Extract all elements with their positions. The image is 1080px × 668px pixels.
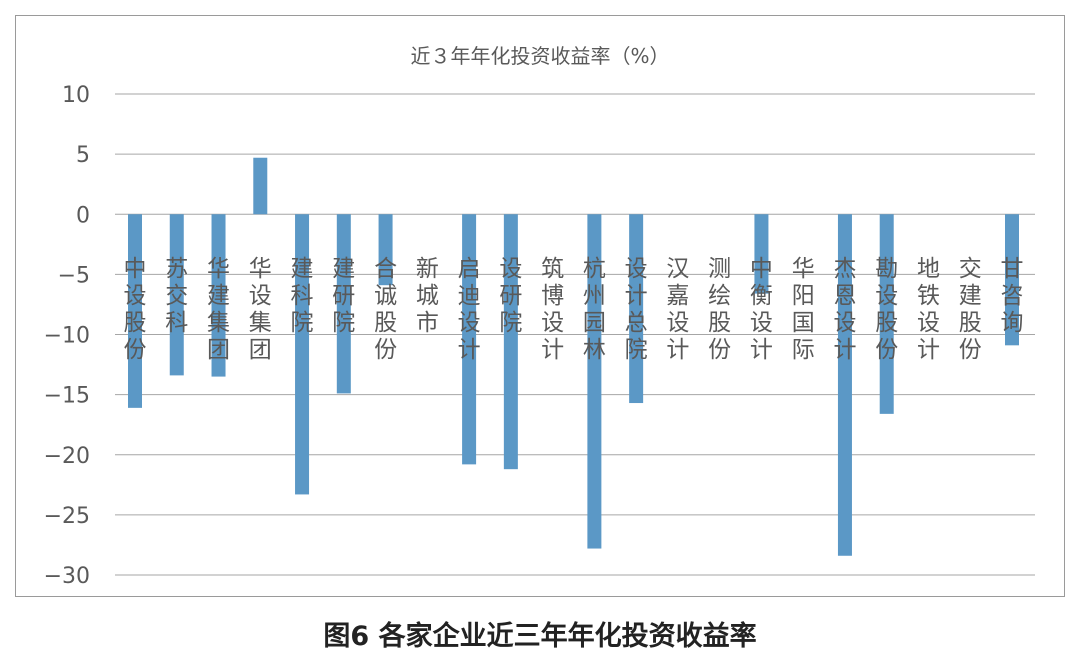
x-category-label: 杰恩设计 (833, 256, 856, 363)
bar (837, 214, 852, 556)
x-category-label: 汉嘉设计 (666, 256, 689, 363)
bar (336, 214, 351, 394)
y-tick-label: 10 (62, 83, 90, 108)
y-tick-label: −20 (44, 444, 90, 469)
x-category-label: 华阳国际 (792, 256, 815, 363)
x-category-label: 筑博设计 (541, 256, 564, 363)
y-tick-label: 5 (76, 143, 90, 168)
x-category-label: 中设股份 (124, 256, 147, 363)
x-category-label: 杭州园林 (583, 256, 606, 363)
x-category-label: 合诚股份 (374, 256, 397, 363)
bar (169, 214, 184, 376)
bar (128, 214, 142, 408)
bar (1005, 214, 1019, 346)
bar (587, 214, 602, 549)
y-tick-label: −5 (58, 263, 90, 288)
x-category-label: 测绘股份 (708, 256, 731, 363)
chart-frame (15, 15, 1065, 597)
bar (253, 157, 268, 215)
y-tick-label: −10 (44, 324, 90, 349)
x-category-label: 设研院 (499, 256, 522, 336)
x-category-label: 建科院 (291, 256, 314, 336)
x-category-label: 地铁设计 (917, 256, 940, 363)
y-tick-label: −25 (44, 504, 90, 529)
bar (629, 214, 644, 404)
x-category-label: 设计总院 (625, 256, 648, 363)
bar (295, 214, 310, 495)
bar (462, 214, 477, 465)
x-category-label: 中衡设计 (750, 256, 773, 363)
x-category-label: 新城市 (416, 256, 439, 336)
y-tick-label: −15 (44, 384, 90, 409)
x-category-label: 苏交科 (165, 256, 188, 336)
x-category-label: 建研院 (332, 256, 355, 336)
x-category-label: 华设集团 (249, 256, 272, 363)
x-category-label: 勘设股份 (875, 256, 898, 363)
chart-title: 近３年年化投资收益率（%） (410, 44, 670, 68)
bar (378, 214, 393, 286)
bar (879, 214, 894, 414)
x-category-label: 交建股份 (959, 256, 982, 363)
figure-caption: 图6 各家企业近三年年化投资收益率 (323, 621, 757, 652)
bar (503, 214, 518, 470)
bar (211, 214, 226, 377)
x-category-label: 启迪设计 (458, 256, 481, 363)
y-tick-label: −30 (44, 564, 90, 589)
x-category-label: 华建集团 (207, 256, 230, 363)
bar (754, 214, 769, 294)
x-category-label: 甘咨询 (1001, 256, 1024, 336)
y-tick-label: 0 (76, 203, 90, 228)
